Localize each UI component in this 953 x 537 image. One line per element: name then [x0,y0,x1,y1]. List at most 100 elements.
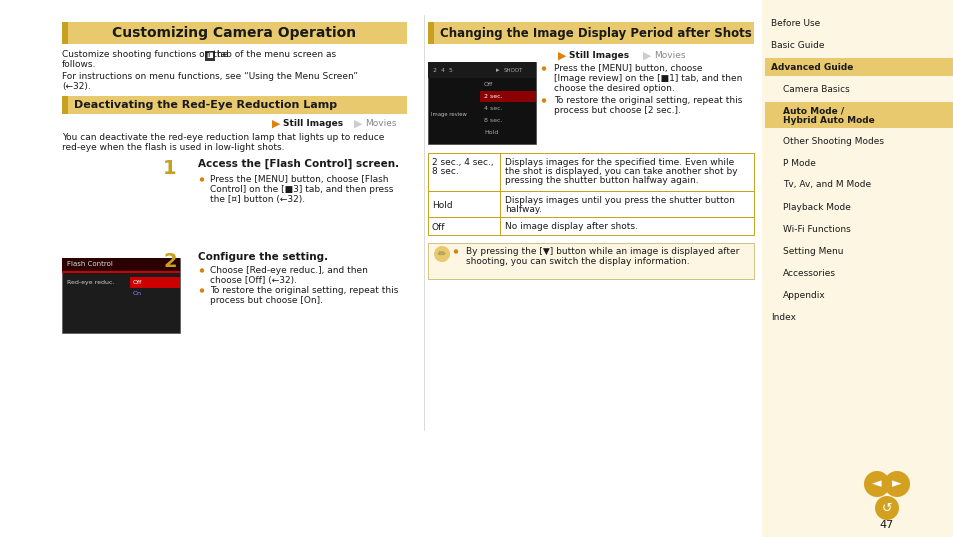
Bar [764,286,953,304]
Bar [764,242,953,260]
Text: You can deactivate the red-eye reduction lamp that lights up to reduce: You can deactivate the red-eye reduction… [62,133,384,142]
Bar [764,220,953,238]
Text: 2: 2 [163,252,176,271]
Text: Hold: Hold [432,200,452,209]
Text: red-eye when the flash is used in low-light shots.: red-eye when the flash is used in low-li… [62,143,284,152]
Text: Displays images for the specified time. Even while: Displays images for the specified time. … [504,158,734,167]
Text: ■: ■ [206,53,213,59]
Circle shape [199,268,204,273]
Bar [764,132,953,150]
Bar [130,277,180,288]
Text: Basic Guide: Basic Guide [770,40,823,49]
Text: For instructions on menu functions, see “Using the Menu Screen”: For instructions on menu functions, see … [62,72,357,81]
Text: Wi-Fi Functions: Wi-Fi Functions [782,224,850,234]
Bar [62,271,180,272]
Text: Accessories: Accessories [782,268,835,278]
Bar [764,58,953,76]
Bar [62,22,407,44]
Text: Still Images: Still Images [568,51,628,60]
Text: To restore the original setting, repeat this: To restore the original setting, repeat … [210,286,398,295]
Text: Control] on the [■3] tab, and then press: Control] on the [■3] tab, and then press [210,185,393,194]
Text: Off: Off [432,222,445,231]
Polygon shape [354,120,362,128]
Text: Customize shooting functions on the: Customize shooting functions on the [62,50,228,59]
Bar [62,22,68,44]
Text: Index: Index [770,313,795,322]
Text: Red-eye reduc.: Red-eye reduc. [67,280,114,285]
Text: ✏: ✏ [437,249,446,259]
Text: process but choose [On].: process but choose [On]. [210,296,323,305]
Text: 8 sec.: 8 sec. [483,118,502,123]
Bar [428,62,536,144]
Bar [62,96,407,114]
Text: Camera Basics: Camera Basics [782,84,849,93]
Text: 2 sec.: 2 sec. [483,94,502,99]
Bar [205,51,214,61]
Text: Movies: Movies [365,119,396,128]
Polygon shape [558,52,566,60]
Text: Hold: Hold [483,130,497,135]
Text: By pressing the [▼] button while an image is displayed after: By pressing the [▼] button while an imag… [465,247,739,256]
Text: 2  4  5: 2 4 5 [433,68,453,72]
Text: Appendix: Appendix [782,291,825,300]
Text: choose the desired option.: choose the desired option. [554,84,674,93]
Text: ▸: ▸ [496,67,499,73]
Polygon shape [272,120,280,128]
Text: Tv, Av, and M Mode: Tv, Av, and M Mode [782,180,870,190]
Text: To restore the original setting, repeat this: To restore the original setting, repeat … [554,96,741,105]
Bar [764,198,953,216]
Text: Hybrid Auto Mode: Hybrid Auto Mode [782,116,874,125]
Bar [428,153,753,191]
Text: follows.: follows. [62,60,96,69]
Circle shape [863,471,889,497]
Text: Changing the Image Display Period after Shots: Changing the Image Display Period after … [439,26,751,40]
Bar [764,176,953,194]
Bar [62,96,68,114]
Text: 4 sec.: 4 sec. [483,106,502,111]
Bar [428,62,536,78]
Text: Access the [Flash Control] screen.: Access the [Flash Control] screen. [198,159,398,169]
Text: SHOOT: SHOOT [503,68,523,72]
Bar [764,264,953,282]
Circle shape [434,246,450,262]
Circle shape [541,98,546,103]
Text: halfway.: halfway. [504,205,541,214]
Bar [764,154,953,172]
Text: Other Shooting Modes: Other Shooting Modes [782,136,883,146]
Bar [428,191,753,217]
Text: Off: Off [132,279,142,285]
Text: shooting, you can switch the display information.: shooting, you can switch the display inf… [465,257,689,266]
Text: ↺: ↺ [881,502,891,514]
Text: Deactivating the Red-Eye Reduction Lamp: Deactivating the Red-Eye Reduction Lamp [74,100,336,110]
Text: the [¤] button (←32).: the [¤] button (←32). [210,195,305,204]
Text: On: On [132,291,142,296]
Text: Before Use: Before Use [770,18,820,27]
Text: Choose [Red-eye reduc.], and then: Choose [Red-eye reduc.], and then [210,266,368,275]
Bar [62,258,180,333]
Text: tab of the menu screen as: tab of the menu screen as [216,50,335,59]
Bar [764,14,953,32]
Text: No image display after shots.: No image display after shots. [504,222,638,231]
Bar [764,308,953,326]
Text: Auto Mode /: Auto Mode / [782,106,843,115]
Polygon shape [642,52,651,60]
Text: pressing the shutter button halfway again.: pressing the shutter button halfway agai… [504,176,698,185]
Text: Advanced Guide: Advanced Guide [770,62,853,71]
Text: Playback Mode: Playback Mode [782,202,850,212]
Text: Still Images: Still Images [283,119,343,128]
Circle shape [874,496,898,520]
Bar [479,91,536,102]
Text: 2 sec., 4 sec.,: 2 sec., 4 sec., [432,158,493,167]
Bar [764,102,953,128]
Circle shape [199,288,204,293]
Bar [428,217,753,235]
Circle shape [883,471,909,497]
Bar [761,0,953,537]
Text: Off: Off [483,82,493,87]
Text: 1: 1 [163,159,176,178]
Text: P Mode: P Mode [782,158,815,168]
Text: 8 sec.: 8 sec. [432,167,458,176]
Bar [764,80,953,98]
Text: choose [Off] (←32).: choose [Off] (←32). [210,276,296,285]
Text: Displays images until you press the shutter button: Displays images until you press the shut… [504,196,734,205]
